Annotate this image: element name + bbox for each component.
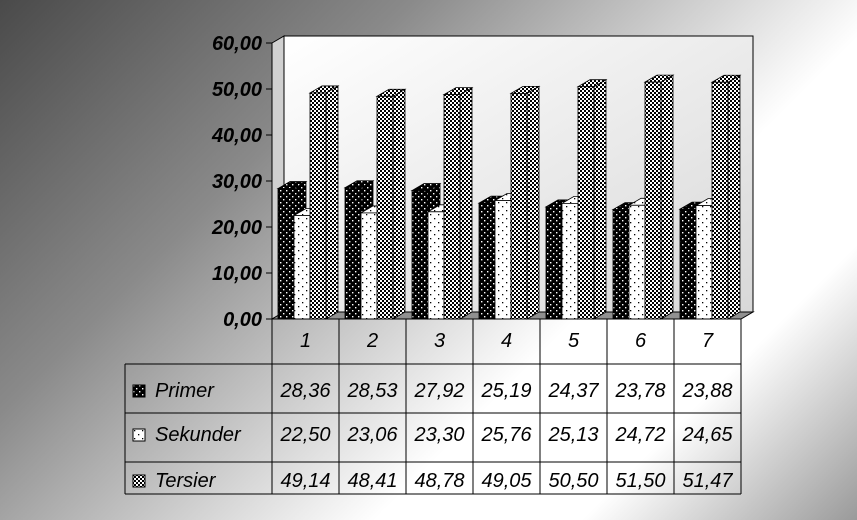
bar-tersier (643, 74, 675, 320)
data-label: 48,41 (347, 470, 397, 492)
x-tick-label: 1 (300, 330, 311, 352)
x-tick-label: 6 (635, 330, 647, 352)
legend-label-primer: Primer (155, 380, 215, 402)
y-tick-label: 30,00 (212, 171, 262, 193)
legend-label-sekunder: Sekunder (155, 424, 242, 446)
y-tick-label: 40,00 (211, 125, 262, 147)
data-label: 25,13 (547, 424, 598, 446)
x-tick-label: 4 (501, 330, 512, 352)
bar-tersier (576, 79, 608, 320)
data-label: 51,50 (615, 470, 665, 492)
bar-tersier (710, 74, 742, 320)
data-label: 28,36 (279, 380, 331, 402)
legend-key-primer (132, 384, 146, 398)
bar-tersier (509, 85, 541, 320)
x-tick-label: 7 (702, 330, 714, 352)
data-label: 48,78 (414, 470, 464, 492)
x-tick-label: 5 (568, 330, 580, 352)
x-tick-label: 3 (434, 330, 445, 352)
y-tick-label: 0,00 (223, 309, 262, 331)
y-tick-label: 20,00 (211, 217, 262, 239)
bar-tersier (308, 85, 340, 320)
data-label: 51,47 (682, 470, 733, 492)
legend-key-tersier (132, 474, 146, 488)
bar-tersier (442, 86, 474, 320)
data-label: 24,65 (681, 424, 733, 446)
data-label: 50,50 (548, 470, 598, 492)
data-label: 49,14 (280, 470, 330, 492)
y-tick-label: 50,00 (212, 79, 262, 101)
data-label: 28,53 (346, 380, 397, 402)
data-label: 23,78 (614, 380, 665, 402)
y-tick-label: 10,00 (212, 263, 262, 285)
legend-label-tersier: Tersier (155, 470, 217, 492)
data-label: 22,50 (279, 424, 330, 446)
y-tick-label: 60,00 (212, 33, 262, 55)
data-label: 25,19 (480, 380, 531, 402)
bar-tersier (375, 88, 407, 320)
x-tick-label: 2 (366, 330, 378, 352)
data-label: 24,72 (614, 424, 665, 446)
data-label: 23,30 (413, 424, 464, 446)
data-label: 23,88 (681, 380, 732, 402)
data-label: 24,37 (547, 380, 599, 402)
data-label: 23,06 (346, 424, 398, 446)
data-label: 49,05 (481, 470, 532, 492)
data-label: 25,76 (480, 424, 532, 446)
data-label: 27,92 (413, 380, 464, 402)
legend-key-sekunder (132, 428, 146, 442)
data-table (124, 318, 742, 495)
